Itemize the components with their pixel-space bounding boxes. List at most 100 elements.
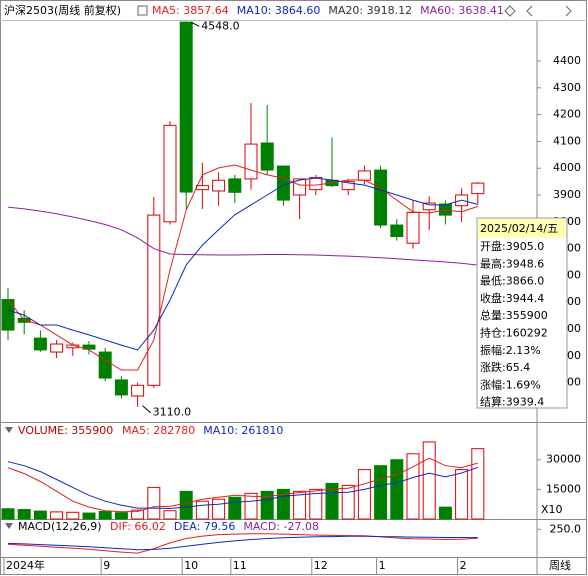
next-icon[interactable] — [565, 5, 572, 17]
y-tick-label: 4100 — [553, 134, 581, 147]
candle-body — [131, 384, 145, 397]
volume-bar — [179, 490, 193, 520]
volume-bar — [163, 510, 177, 520]
candle-body — [82, 344, 96, 350]
legend-entry: DIF: 66.02 — [110, 520, 166, 533]
volume-bar — [438, 506, 452, 520]
volume-bar — [195, 500, 209, 520]
legend-entry: MA60: 3638.41 — [420, 4, 504, 17]
y-tick-label: 30000 — [546, 453, 581, 466]
ma-line — [7, 457, 478, 513]
tooltip: 2025/02/14/五 开盘:3905.0 最高:3948.6 最低:3866.0… — [476, 217, 568, 409]
y-tick-label: 4200 — [553, 108, 581, 121]
volume-bar — [228, 496, 242, 520]
legend-entry: DEA: 79.56 — [174, 520, 235, 533]
volume-bar — [471, 448, 485, 520]
volume-bar — [50, 511, 64, 520]
tooltip-header-bg — [478, 219, 566, 238]
candle-body — [374, 169, 388, 226]
candle-body — [357, 170, 371, 181]
collapse-icon[interactable] — [5, 427, 13, 433]
collapse-icon[interactable] — [5, 523, 13, 529]
volume-bar — [455, 469, 469, 520]
y-tick-label: 4400 — [553, 54, 581, 67]
volume-bar — [131, 509, 145, 520]
volume-bar — [374, 465, 388, 520]
x-tick-label: 12 — [314, 559, 328, 572]
volume-bar — [406, 453, 420, 520]
tooltip-row: 收盘:3944.4 — [480, 291, 544, 305]
volume-bar — [244, 492, 258, 520]
candle-body — [50, 343, 64, 353]
y-tick-label: 250.0 — [550, 522, 582, 535]
tooltip-row: 振幅:2.13% — [480, 343, 541, 357]
ma-line — [7, 164, 478, 371]
volume-bar — [33, 510, 47, 520]
candle-body — [33, 337, 47, 351]
ma-line — [7, 533, 478, 554]
candle-body — [341, 181, 355, 191]
volume-bar — [98, 510, 112, 520]
volume-bar — [309, 488, 323, 520]
ma-line — [7, 206, 478, 266]
tooltip-row: 总量:355900 — [480, 308, 548, 322]
prev-icon[interactable] — [526, 5, 533, 17]
y-tick-label: 4000 — [553, 161, 581, 174]
diamond-icon[interactable] — [504, 5, 516, 17]
candle-body — [260, 142, 274, 171]
ma-line — [7, 535, 478, 551]
volume-title: VOLUME: 355900 — [18, 424, 113, 437]
candle-body — [276, 165, 290, 201]
candle-body — [147, 214, 161, 386]
annotation: 4548.0 — [201, 19, 240, 32]
annotation-arrow — [142, 405, 151, 414]
tooltip-row: 持仓:160292 — [480, 326, 548, 340]
tooltip-title: 2025/02/14/五 — [480, 222, 558, 235]
volume-bar — [1, 508, 15, 520]
candle-body — [212, 179, 226, 192]
candle-body — [195, 185, 209, 191]
annotation: 3110.0 — [153, 406, 192, 419]
candle-body — [98, 351, 112, 379]
settings-icon[interactable] — [137, 5, 148, 16]
tooltip-row: 涨幅:1.69% — [480, 378, 541, 391]
tooltip-row: 开盘:3905.0 — [480, 239, 544, 253]
unit-label: X10 — [541, 503, 563, 516]
volume-bar — [390, 459, 404, 520]
volume-bar — [422, 441, 436, 520]
ma-line — [7, 177, 478, 351]
legend-entry: MACD: -27.08 — [243, 520, 319, 533]
volume-bar — [17, 509, 31, 520]
legend-entry: MA20: 3918.12 — [328, 4, 412, 17]
tooltip-row: 最高:3948.6 — [480, 256, 544, 270]
tooltip-row: 最低:3866.0 — [480, 275, 544, 288]
candle-body — [406, 211, 420, 244]
candle-body — [179, 21, 193, 193]
candle-body — [1, 299, 15, 331]
candle-body — [163, 124, 177, 223]
macd-title: MACD(12,26,9) — [18, 520, 102, 533]
candle-body — [114, 379, 128, 396]
volume-bar — [66, 511, 80, 520]
x-tick-label: 10 — [184, 559, 198, 572]
x-unit-label: 周线 — [549, 558, 571, 572]
volume-bar — [82, 512, 96, 520]
volume-bar — [260, 490, 274, 520]
candle-body — [471, 182, 485, 195]
candle-body — [422, 202, 436, 211]
x-tick-label: 2024年 — [6, 558, 45, 572]
plot-layer: 3200330034003500360037003800390040004100… — [1, 4, 582, 575]
x-tick-label: 11 — [233, 559, 247, 572]
volume-bar — [212, 498, 226, 520]
candle-body — [390, 224, 404, 238]
tooltip-row: 结算:3939.4 — [480, 395, 544, 409]
volume-bar — [341, 484, 355, 520]
annotation-arrow — [190, 21, 200, 27]
ma-line — [7, 461, 478, 510]
chart-title: 沪深2503(周线 前复权) — [4, 3, 121, 17]
volume-bar — [114, 512, 128, 520]
x-tick-label: 1 — [379, 559, 386, 572]
candle-body — [228, 178, 242, 193]
